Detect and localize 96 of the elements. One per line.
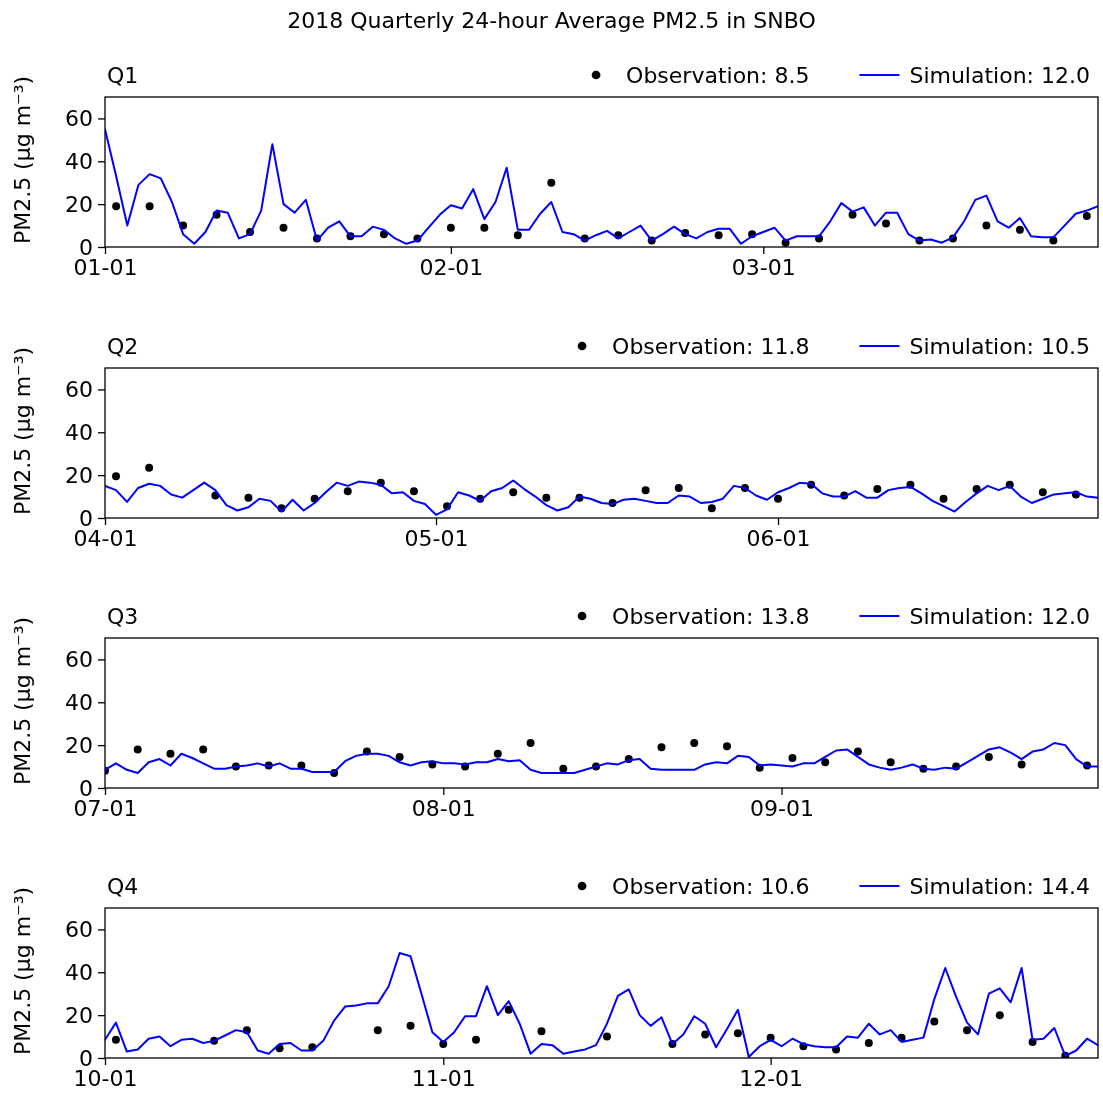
y-tick-label: 40	[65, 419, 93, 445]
point	[133, 745, 142, 754]
chart-title: Q4	[107, 874, 139, 899]
x-tick-label: 11-01	[411, 1065, 476, 1091]
point	[199, 745, 208, 754]
legend-label: Observation: 11.8	[612, 334, 810, 359]
point	[112, 202, 121, 211]
point	[641, 486, 650, 495]
point	[939, 494, 948, 503]
point	[244, 493, 253, 502]
line-series	[105, 479, 1098, 516]
y-axis-title: PM2.5 (μg m⁻³)	[10, 616, 35, 786]
point	[446, 223, 455, 232]
point	[111, 1035, 120, 1044]
point	[472, 1035, 480, 1044]
text: 2018 Quarterly 24-hour Average PM2.5 in SNBO	[287, 8, 816, 33]
point	[1082, 211, 1091, 220]
chart-title: Q1	[107, 63, 139, 88]
y-axis-title: PM2.5 (μg m⁻³)	[10, 346, 35, 516]
y-tick-label: 40	[65, 689, 93, 715]
point	[145, 202, 154, 211]
y-tick-label: 60	[65, 105, 93, 131]
y-tick-label: 20	[65, 462, 93, 488]
point	[406, 1021, 415, 1030]
point	[493, 749, 502, 758]
y-tick-label: 60	[65, 376, 93, 402]
y-tick-label: 20	[65, 732, 93, 758]
point	[984, 752, 993, 761]
point	[373, 1026, 382, 1035]
point	[409, 487, 418, 496]
x-tick-label: 12-01	[739, 1065, 804, 1091]
x-tick-label: 02-01	[419, 254, 484, 280]
legend-label: Simulation: 10.5	[909, 334, 1090, 359]
point	[166, 749, 175, 758]
point	[480, 223, 489, 232]
point	[864, 1039, 873, 1047]
point	[701, 1030, 710, 1039]
point	[537, 1027, 546, 1036]
point	[145, 463, 154, 472]
point	[559, 764, 568, 773]
point	[848, 210, 857, 219]
y-tick-label: 40	[65, 148, 93, 174]
line-series	[105, 128, 1098, 245]
point	[395, 752, 404, 761]
y-axis-title: PM2.5 (μg m⁻³)	[10, 75, 35, 245]
point	[513, 231, 522, 240]
point	[853, 747, 862, 756]
point	[788, 754, 797, 762]
legend-label: Observation: 13.8	[612, 604, 810, 629]
point	[886, 758, 895, 767]
point	[882, 219, 890, 228]
point	[733, 1029, 742, 1038]
point	[542, 493, 551, 502]
y-tick-label: 20	[65, 1002, 93, 1028]
point	[714, 231, 723, 240]
point	[774, 494, 783, 503]
point	[547, 178, 556, 187]
legend-label: Simulation: 14.4	[909, 874, 1090, 899]
point	[707, 504, 716, 513]
x-tick-label: 06-01	[746, 525, 811, 551]
y-tick-label: 60	[65, 646, 93, 672]
point	[930, 1017, 939, 1026]
x-tick-label: 03-01	[731, 254, 796, 280]
x-tick-label: 08-01	[411, 795, 476, 821]
point	[343, 487, 352, 496]
legend-label: Simulation: 12.0	[909, 63, 1090, 88]
point	[509, 488, 518, 497]
line-series	[105, 952, 1098, 1058]
point	[1015, 225, 1024, 234]
point	[723, 742, 731, 751]
point	[279, 223, 288, 232]
point	[963, 1026, 972, 1035]
point	[1017, 760, 1026, 769]
point	[690, 739, 699, 747]
point	[873, 485, 882, 494]
y-tick-label: 20	[65, 191, 93, 217]
legend-label: Simulation: 12.0	[909, 604, 1090, 629]
x-tick-label: 09-01	[750, 795, 815, 821]
point	[504, 1005, 513, 1014]
x-tick-label: 05-01	[404, 525, 469, 551]
point	[995, 1011, 1004, 1020]
point	[526, 739, 535, 747]
chart-title: Q3	[107, 604, 139, 629]
point	[112, 472, 121, 481]
legend-label: Observation: 10.6	[612, 874, 810, 899]
point	[1038, 488, 1047, 497]
legend-label: Observation: 8.5	[626, 63, 810, 88]
point	[602, 1032, 611, 1041]
y-tick-label: 60	[65, 916, 93, 942]
point	[674, 484, 683, 492]
point	[657, 743, 666, 752]
point	[982, 221, 991, 230]
y-tick-label: 40	[65, 959, 93, 985]
chart-title: Q2	[107, 334, 139, 359]
y-axis-title: PM2.5 (μg m⁻³)	[10, 886, 35, 1056]
point	[821, 758, 830, 767]
